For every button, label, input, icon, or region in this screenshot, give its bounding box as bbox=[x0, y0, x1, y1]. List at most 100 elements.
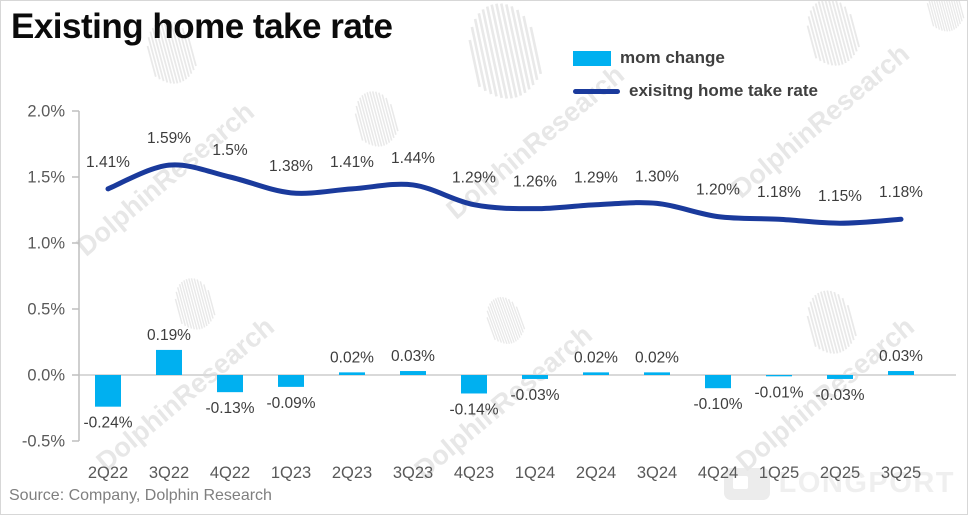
logo-bar bbox=[361, 95, 377, 147]
bar-data-label: 0.02% bbox=[635, 349, 679, 366]
line-data-label: 1.38% bbox=[269, 158, 313, 175]
bar-data-label: -0.13% bbox=[205, 400, 254, 417]
logo-bar bbox=[357, 100, 371, 145]
line-data-label: 1.29% bbox=[452, 170, 496, 187]
logo-bar bbox=[934, 1, 949, 32]
line-data-label: 1.41% bbox=[330, 154, 374, 171]
logo-bar bbox=[839, 2, 856, 56]
logo-bar bbox=[489, 303, 505, 344]
line-data-label: 1.44% bbox=[391, 150, 435, 167]
logo-bar bbox=[492, 299, 511, 345]
logo-bar bbox=[381, 94, 395, 139]
logo-bar bbox=[806, 25, 818, 59]
logo-bar bbox=[827, 1, 847, 64]
bar-mom-change bbox=[705, 375, 731, 389]
logo-bar bbox=[151, 27, 169, 83]
page-title: Existing home take rate bbox=[11, 7, 393, 46]
logo-bar bbox=[146, 45, 157, 78]
logo-bar bbox=[806, 315, 817, 348]
logo-bar bbox=[470, 26, 487, 92]
dolphin-logo-watermark bbox=[486, 296, 526, 345]
bar-data-label: 0.19% bbox=[147, 327, 191, 344]
dolphin-logo-watermark bbox=[926, 1, 965, 32]
dolphin-logo-watermark bbox=[174, 278, 216, 330]
bar-mom-change bbox=[400, 371, 426, 375]
logo-bar bbox=[809, 10, 826, 64]
logo-bar bbox=[486, 310, 500, 342]
logo-bar bbox=[952, 1, 963, 22]
logo-bar bbox=[515, 306, 526, 330]
logo-bar bbox=[927, 1, 938, 29]
logo-bar bbox=[188, 278, 203, 329]
x-tick-label: 3Q22 bbox=[149, 464, 189, 482]
line-data-label: 1.15% bbox=[818, 188, 862, 205]
x-tick-label: 2Q24 bbox=[576, 464, 616, 482]
logo-bar bbox=[831, 1, 850, 62]
x-tick-label: 1Q24 bbox=[515, 464, 555, 482]
longport-watermark-text: LONGPORT bbox=[778, 467, 955, 499]
logo-bar bbox=[949, 1, 961, 25]
logo-bar bbox=[174, 298, 183, 325]
logo-bar bbox=[160, 21, 179, 84]
dolphin-logo-watermark bbox=[468, 3, 543, 99]
logo-bar bbox=[354, 113, 364, 141]
line-data-label: 1.18% bbox=[879, 184, 923, 201]
bar-mom-change bbox=[644, 372, 670, 375]
logo-bar bbox=[485, 6, 509, 99]
logo-bar bbox=[369, 91, 386, 146]
logo-bar bbox=[173, 21, 190, 77]
logo-bar bbox=[956, 1, 965, 19]
logo-bar bbox=[510, 6, 531, 90]
bar-data-label: -0.24% bbox=[83, 415, 132, 432]
logo-bar bbox=[468, 39, 482, 88]
line-data-label: 1.5% bbox=[212, 142, 248, 159]
logo-bar bbox=[190, 278, 206, 328]
legend-swatch-bar bbox=[573, 50, 611, 66]
bar-data-label: 0.02% bbox=[574, 349, 618, 366]
logo-bar bbox=[490, 4, 513, 99]
bar-series-mom-change bbox=[95, 349, 914, 407]
logo-bar bbox=[932, 1, 946, 32]
logo-bar bbox=[371, 91, 388, 145]
logo-bar bbox=[926, 3, 935, 27]
x-tick-label: 4Q22 bbox=[210, 464, 250, 482]
line-data-label: 1.20% bbox=[696, 182, 740, 199]
logo-bar bbox=[495, 3, 518, 98]
logo-bar bbox=[516, 9, 535, 86]
x-tick-label: 3Q25 bbox=[881, 464, 921, 482]
line-data-label: 1.18% bbox=[757, 184, 801, 201]
line-data-label: 1.30% bbox=[635, 168, 679, 185]
bar-mom-change bbox=[278, 375, 304, 387]
logo-bar bbox=[823, 290, 842, 353]
logo-bar bbox=[494, 298, 513, 344]
logo-bar bbox=[207, 289, 216, 316]
y-tick-label: -0.5% bbox=[22, 433, 65, 451]
logo-bar bbox=[149, 31, 165, 82]
logo-bar bbox=[807, 306, 821, 350]
logo-bar bbox=[941, 1, 955, 30]
bar-mom-change bbox=[522, 375, 548, 379]
logo-bar bbox=[505, 4, 527, 94]
legend-label-take-rate: exisitng home take rate bbox=[629, 81, 818, 100]
logo-bar bbox=[193, 278, 208, 327]
logo-bar bbox=[363, 93, 380, 147]
logo-bar bbox=[930, 1, 943, 31]
bar-mom-change bbox=[156, 349, 182, 375]
dolphin-logo-watermark bbox=[354, 91, 399, 147]
bar-mom-change bbox=[827, 375, 853, 379]
logo-bar bbox=[849, 13, 860, 48]
logo-bar bbox=[502, 296, 519, 340]
bar-mom-change bbox=[95, 375, 121, 407]
logo-bar bbox=[835, 1, 853, 59]
logo-bar bbox=[181, 27, 195, 71]
logo-bar bbox=[529, 26, 543, 75]
logo-bar bbox=[841, 297, 855, 341]
x-tick-label: 1Q23 bbox=[271, 464, 311, 482]
logo-bar bbox=[499, 296, 517, 342]
logo-bar bbox=[928, 1, 941, 30]
bar-data-label: 0.03% bbox=[879, 348, 923, 365]
logo-bar bbox=[355, 105, 367, 143]
logo-bar bbox=[820, 1, 841, 66]
logo-bar bbox=[497, 297, 515, 343]
